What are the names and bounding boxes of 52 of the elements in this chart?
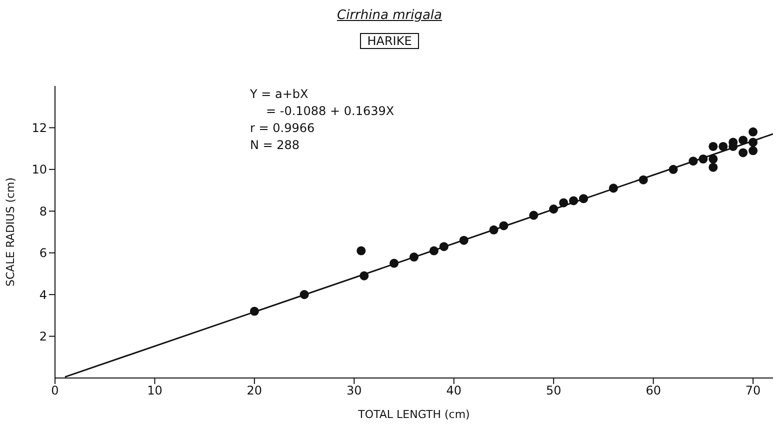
point bbox=[688, 156, 698, 166]
point bbox=[748, 146, 758, 156]
point bbox=[698, 154, 708, 164]
point bbox=[708, 142, 718, 151]
point bbox=[489, 225, 498, 234]
point bbox=[300, 290, 309, 300]
x-tick-label: 70 bbox=[745, 384, 761, 398]
point bbox=[356, 246, 366, 256]
point bbox=[579, 194, 588, 204]
point bbox=[748, 138, 758, 147]
point bbox=[668, 164, 678, 174]
point bbox=[549, 204, 558, 214]
point bbox=[250, 306, 259, 316]
point bbox=[638, 175, 648, 184]
x-tick-label: 40 bbox=[446, 384, 462, 398]
x-axis-title: TOTAL LENGTH (cm) bbox=[357, 408, 470, 421]
y-axis-title: SCALE RADIUS (cm) bbox=[4, 177, 17, 287]
point bbox=[360, 271, 369, 280]
x-tick-label: 10 bbox=[147, 384, 162, 398]
point bbox=[390, 258, 399, 268]
y-tick-label: 2 bbox=[39, 330, 47, 344]
annotation: = -0.1088 + 0.1639X bbox=[265, 103, 394, 120]
annotation: r = 0.9966 bbox=[250, 120, 316, 137]
x-tick-label: 20 bbox=[246, 384, 262, 398]
y-tick-label: 6 bbox=[39, 246, 47, 260]
chart-subtitle: HARIKE bbox=[360, 33, 419, 49]
x-tick-label: 0 bbox=[51, 384, 59, 398]
point bbox=[608, 184, 618, 193]
point bbox=[559, 198, 568, 208]
x-tick-label: 60 bbox=[646, 384, 661, 398]
point bbox=[738, 136, 748, 145]
point bbox=[409, 252, 419, 262]
point bbox=[529, 210, 538, 220]
y-tick-label: 4 bbox=[39, 288, 47, 302]
y-tick-label: 12 bbox=[32, 120, 47, 135]
point bbox=[738, 148, 748, 158]
point bbox=[499, 221, 508, 230]
point bbox=[708, 154, 718, 164]
point bbox=[708, 162, 718, 172]
point bbox=[459, 236, 468, 245]
y-tick-label: 8 bbox=[39, 204, 47, 218]
point bbox=[569, 196, 578, 206]
x-tick-label: 30 bbox=[346, 384, 362, 398]
annotation: N = 288 bbox=[250, 137, 301, 154]
annotation: Y = a+bX bbox=[250, 86, 310, 103]
point bbox=[429, 246, 438, 256]
chart-title: Cirrhina mrigala bbox=[336, 8, 443, 23]
x-tick-label: 50 bbox=[546, 384, 562, 398]
point bbox=[439, 242, 448, 252]
point bbox=[718, 142, 728, 151]
point bbox=[748, 127, 758, 136]
y-tick-label: 10 bbox=[32, 162, 47, 177]
